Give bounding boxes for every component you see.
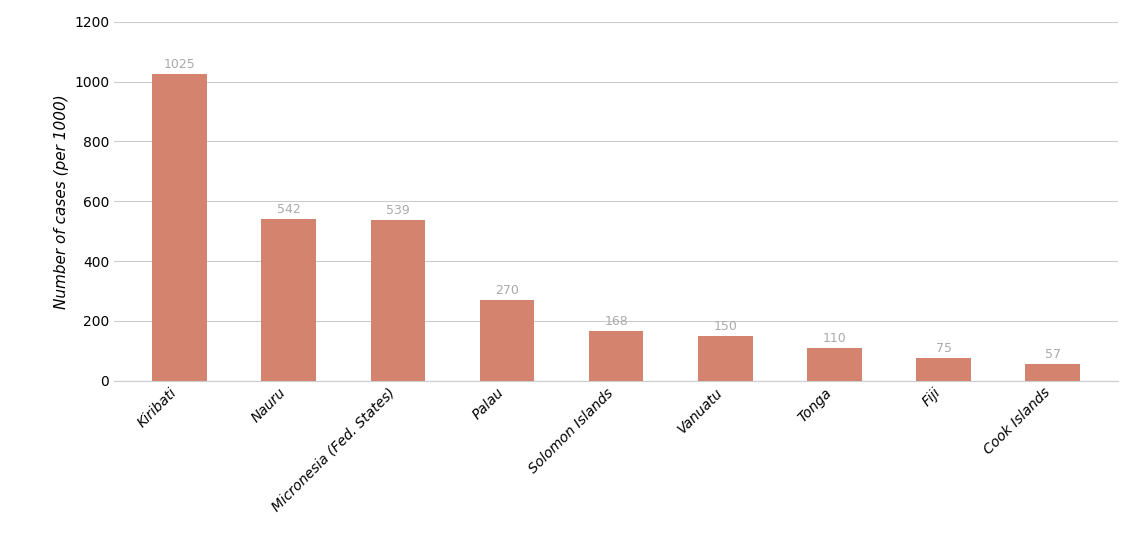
Bar [698, 336, 753, 381]
Text: 57: 57 [1045, 348, 1061, 361]
Text: 168: 168 [605, 314, 628, 327]
Bar [916, 358, 971, 381]
Text: 542: 542 [277, 203, 300, 215]
Text: 75: 75 [936, 342, 952, 355]
Text: 110: 110 [823, 332, 847, 345]
Bar [152, 74, 207, 381]
Bar [371, 220, 426, 381]
Bar [807, 348, 861, 381]
Bar [589, 331, 644, 381]
Text: 539: 539 [386, 203, 410, 217]
Text: 1025: 1025 [163, 58, 195, 71]
Y-axis label: Number of cases (per 1000): Number of cases (per 1000) [54, 94, 68, 308]
Bar [479, 300, 534, 381]
Text: 150: 150 [713, 320, 737, 333]
Bar [261, 219, 316, 381]
Text: 270: 270 [495, 284, 519, 297]
Bar [1026, 364, 1081, 381]
